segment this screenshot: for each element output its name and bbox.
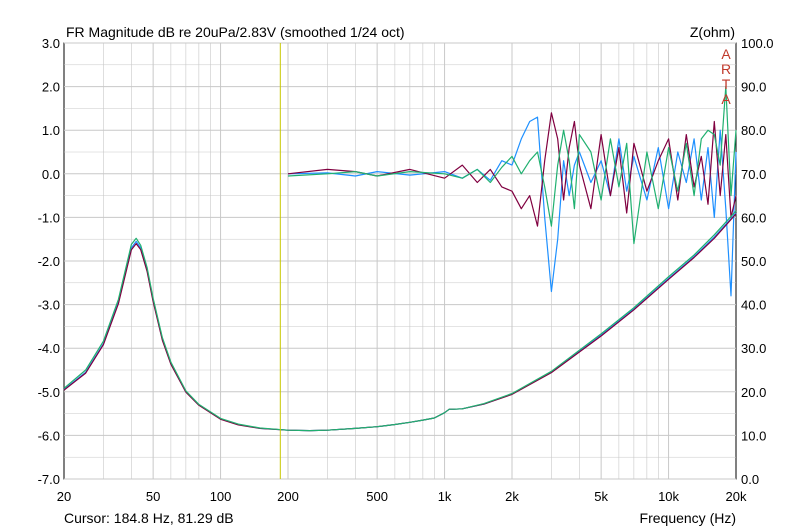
impedance-series-6 (63, 210, 737, 432)
arta-letter: T (722, 76, 731, 92)
y2-tick-label: 90.0 (741, 80, 766, 95)
y2-tick-label: 30.0 (741, 341, 766, 356)
cursor-readout: Cursor: 184.8 Hz, 81.29 dB (64, 510, 234, 526)
y-axis-right: 100.0 90.0 80.0 70.0 60.0 50.0 40.0 30.0 20.0 10.… (741, 36, 774, 487)
y2-tick-label: 70.0 (741, 167, 766, 182)
arta-letter: A (721, 91, 731, 107)
y2-tick-label: 0.0 (741, 472, 759, 487)
x-tick-label: 1k (438, 489, 452, 504)
x-tick-label: 200 (277, 489, 299, 504)
series-layer (63, 85, 737, 432)
y2-tick-label: 40.0 (741, 298, 766, 313)
y2-tick-label: 10.0 (741, 428, 766, 443)
y-tick-label: -3.0 (38, 298, 60, 313)
arta-letter: A (721, 46, 731, 62)
x-tick-label: 20k (726, 489, 747, 504)
y2-tick-label: 80.0 (741, 123, 766, 138)
y2-tick-label: 60.0 (741, 210, 766, 225)
y-tick-label: -6.0 (38, 428, 60, 443)
x-tick-label: 2k (505, 489, 519, 504)
x-tick-label: 50 (146, 489, 160, 504)
y2-tick-label: 20.0 (741, 385, 766, 400)
chart-title: FR Magnitude dB re 20uPa/2.83V (smoothed… (66, 24, 405, 40)
fr-series-3 (287, 85, 737, 245)
y-tick-label: -2.0 (38, 254, 60, 269)
x-tick-label: 100 (210, 489, 232, 504)
x-tick-label: 5k (594, 489, 608, 504)
arta-letter: R (721, 61, 731, 77)
y-tick-label: -1.0 (38, 210, 60, 225)
y-tick-label: 1.0 (42, 123, 60, 138)
y-tick-label: 0.0 (42, 167, 60, 182)
x-tick-label: 10k (658, 489, 679, 504)
right-axis-label: Z(ohm) (690, 24, 735, 40)
x-tick-label: 20 (57, 489, 71, 504)
x-tick-label: 500 (366, 489, 388, 504)
y2-tick-label: 100.0 (741, 36, 774, 51)
y-tick-label: -4.0 (38, 341, 60, 356)
y-tick-label: 3.0 (42, 36, 60, 51)
y-axis-left: 3.0 2.0 1.0 0.0 -1.0 -2.0 -3.0 -4.0 -5.0 -6.0 -7.0 (38, 36, 60, 487)
y-tick-label: 2.0 (42, 80, 60, 95)
grid-major (64, 42, 736, 480)
y-tick-label: -5.0 (38, 385, 60, 400)
x-axis: 20 50 100 200 500 1k 2k 5k 10k 20k (57, 489, 747, 504)
x-axis-label: Frequency (Hz) (640, 510, 736, 526)
y2-tick-label: 50.0 (741, 254, 766, 269)
y-tick-label: -7.0 (38, 472, 60, 487)
